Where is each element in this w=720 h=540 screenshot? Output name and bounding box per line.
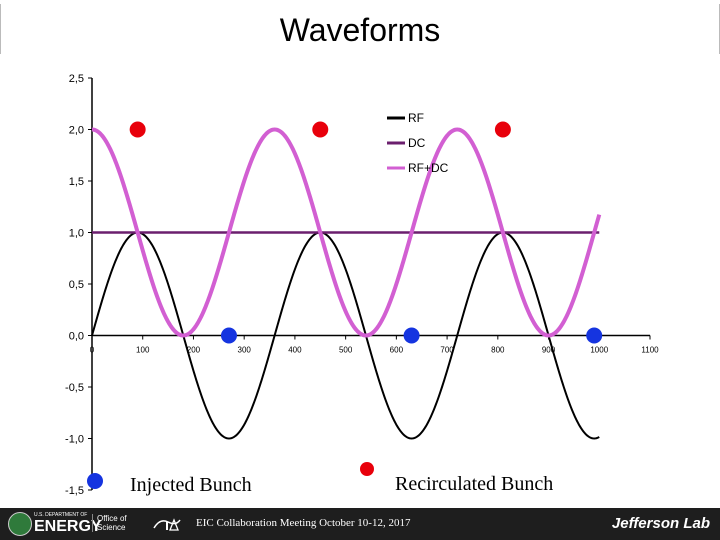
injected-bunch-marker [87,473,103,489]
chart-axes [88,77,651,491]
y-tick-label: -1,0 [65,434,84,446]
injected-bunch-point [403,327,420,344]
jsa-logo-icon [153,518,181,531]
injected-bunch-point [220,327,237,344]
injected-bunch-point [586,327,603,344]
slide-title: Waveforms [279,12,441,48]
series-line-rf [91,231,600,440]
office-line-1: Office of [97,514,127,523]
y-tick-label: -0,5 [65,382,84,394]
footer-meeting-text: EIC Collaboration Meeting October 10-12,… [196,517,411,529]
doe-seal-icon [8,512,32,536]
chart-series [91,127,602,440]
recirculated-bunch-point [494,121,511,138]
x-tick-label: 1100 [641,346,659,355]
office-line-2: Science [97,523,126,532]
x-tick-label: 0 [90,346,95,355]
x-tick-label: 800 [491,346,505,355]
x-tick-label: 400 [288,346,302,355]
title-frame-left [0,4,9,54]
doe-small-text: U.S. DEPARTMENT OF [34,512,88,518]
x-tick-label: 1000 [590,346,608,355]
x-tick-label: 700 [440,346,454,355]
y-tick-label: 1,0 [69,228,84,240]
x-tick-label: 300 [238,346,252,355]
legend-label: RF+DC [408,161,449,175]
chart-legend: RF DC RF+DC [387,111,449,175]
chart-annotations: Injected Bunch Recirculated Bunch [87,462,553,496]
legend-label: RF [408,111,424,125]
x-tick-labels: 0 100 200 300 400 500 600 700 800 900 1000 1100 [90,346,659,355]
y-tick-label: 1,5 [69,176,84,188]
y-tick-label: 0,5 [69,279,84,291]
recirculated-bunch-marker [360,462,374,476]
office-of-science-logo: Office of Science [92,514,127,532]
y-tick-label: 0,0 [69,331,84,343]
x-tick-label: 100 [136,346,150,355]
recirculated-bunch-point [312,121,329,138]
footer-bar: U.S. DEPARTMENT OF ENERGY Office of Scie… [0,508,720,540]
recirculated-bunch-point [129,121,146,138]
y-tick-label: 2,0 [69,125,84,137]
x-tick-label: 500 [339,346,353,355]
legend-label: DC [408,136,426,150]
x-tick-label: 200 [187,346,201,355]
injected-bunch-label: Injected Bunch [130,474,252,496]
chart-markers [129,121,603,344]
recirculated-bunch-label: Recirculated Bunch [395,473,553,495]
x-tick-label: 600 [390,346,404,355]
y-tick-label: 2,5 [69,73,84,85]
jefferson-lab-logo: Jefferson Lab [611,515,710,532]
y-tick-label: -1,5 [65,485,84,497]
y-tick-labels: -1,5 -1,0 -0,5 0,0 0,5 1,0 1,5 2,0 2,5 [65,73,84,497]
doe-logo: U.S. DEPARTMENT OF ENERGY [34,512,102,536]
waveform-chart: -1,5 -1,0 -0,5 0,0 0,5 1,0 1,5 2,0 2,5 0 100 200 30… [65,73,659,497]
x-tick-label: 900 [542,346,556,355]
doe-big-text: ENERGY [34,518,102,535]
series-line-rf-dc [91,127,602,338]
